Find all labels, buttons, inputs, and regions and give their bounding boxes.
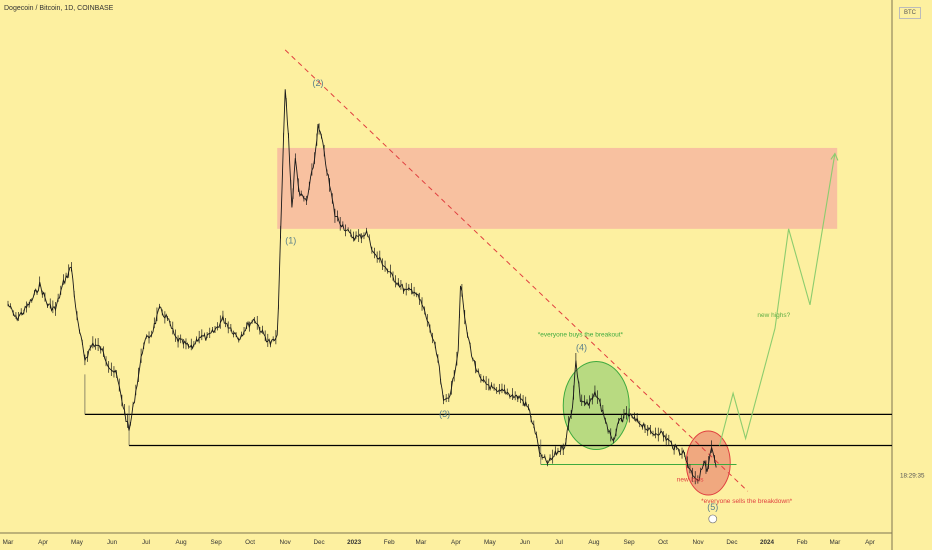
annotation-text: new lows [677,477,704,484]
annotation-text: new highs? [757,312,790,319]
x-tick-label: Oct [245,539,255,546]
x-tick-label: Oct [658,539,668,546]
projection-path [718,153,836,446]
annotation-text: *everyone sells the breakdown* [701,498,793,505]
x-tick-label: Feb [384,539,395,546]
x-tick-label: Jun [520,539,531,546]
x-tick-label: Sep [623,539,635,546]
x-tick-label: Mar [830,539,841,546]
x-tick-label: 2023 [347,539,362,546]
x-tick-label: Aug [175,539,187,546]
countdown-label: 18:29:35 [900,473,925,480]
x-tick-label: Apr [451,539,461,546]
x-tick-label: Dec [313,539,324,546]
x-tick-label: Nov [280,539,292,546]
x-tick-label: May [71,539,84,546]
x-tick-label: Apr [865,539,875,546]
x-tick-label: Sep [211,539,223,546]
wave-label: (2) [312,78,323,88]
x-tick-label: Mar [415,539,426,546]
wave-label: (4) [576,343,587,353]
bull-circle [562,361,630,451]
wave-label: (5) [707,502,718,512]
x-tick-label: Mar [3,539,14,546]
x-tick-label: Apr [38,539,48,546]
x-tick-label: Jul [555,539,563,546]
annotation-text: *everyone buys the breakout* [538,331,624,338]
trendline [284,49,749,492]
x-tick-label: Aug [588,539,600,546]
resistance-zone [277,147,838,229]
x-tick-label: Dec [726,539,737,546]
x-tick-label: Jul [142,539,150,546]
x-tick-label: 2024 [760,539,775,546]
x-tick-label: Nov [692,539,704,546]
x-tick-label: Jun [107,539,118,546]
x-tick-label: Feb [797,539,808,546]
currency-badge[interactable]: BTC [899,7,921,19]
chart-title: Dogecoin / Bitcoin, 1D, COINBASE [4,5,114,12]
price-axis-panel [892,0,932,550]
wave-label: (1) [285,235,296,245]
wave-label: (3) [439,409,450,419]
projection-arrowhead [830,152,839,161]
lightning-icon [708,514,718,524]
x-tick-label: May [484,539,497,546]
